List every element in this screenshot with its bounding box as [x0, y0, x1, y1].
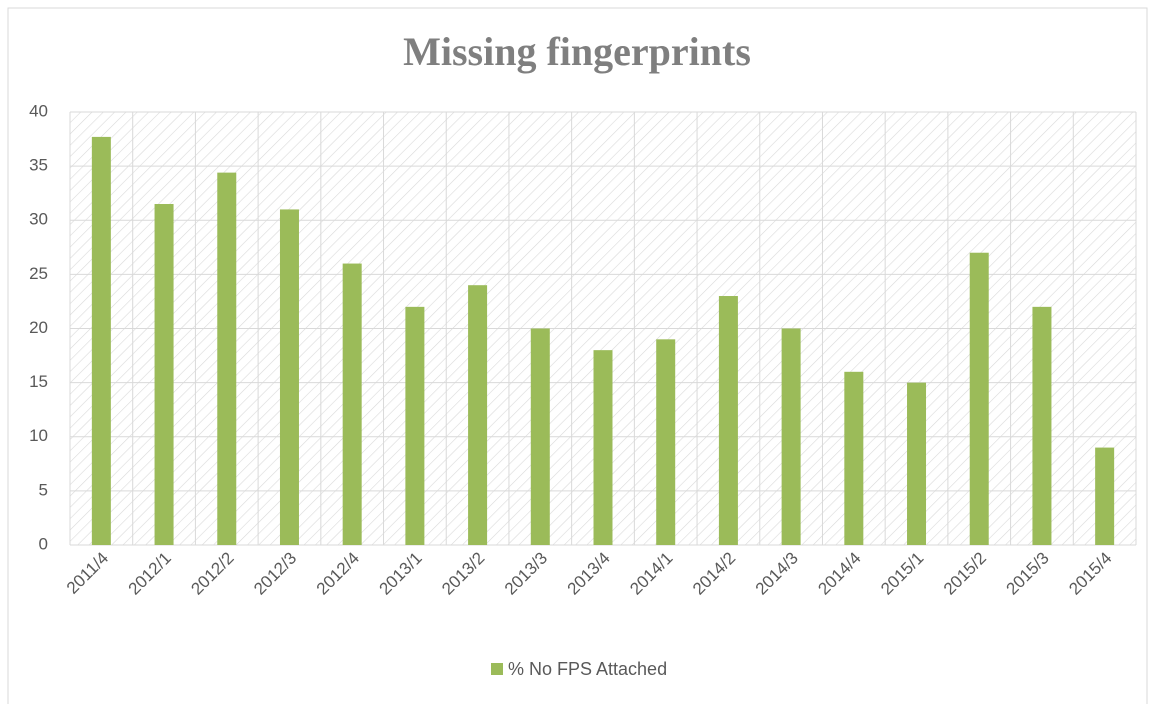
bar	[217, 172, 237, 545]
y-tick-label: 25	[29, 264, 48, 283]
bar	[781, 328, 801, 545]
y-tick-label: 40	[29, 101, 48, 120]
bar	[279, 209, 299, 546]
bar	[342, 263, 362, 545]
bar	[718, 296, 738, 545]
bar	[1095, 447, 1115, 545]
y-tick-label: 15	[29, 372, 48, 391]
bar	[969, 252, 989, 545]
bar	[405, 306, 425, 545]
bar	[530, 328, 550, 545]
y-tick-label: 35	[29, 156, 48, 175]
y-tick-label: 0	[39, 534, 48, 553]
y-tick-label: 10	[29, 426, 48, 445]
legend-label: % No FPS Attached	[508, 659, 667, 679]
bar	[844, 371, 864, 545]
bar	[91, 136, 111, 545]
legend: % No FPS Attached	[491, 659, 667, 679]
bar	[468, 285, 488, 545]
chart-title: Missing fingerprints	[403, 29, 751, 74]
bar	[656, 339, 676, 545]
y-tick-label: 5	[39, 480, 48, 499]
y-tick-label: 20	[29, 318, 48, 337]
bar	[154, 204, 174, 545]
bar	[1032, 306, 1052, 545]
bar	[907, 382, 927, 545]
y-tick-label: 30	[29, 210, 48, 229]
legend-swatch	[491, 663, 503, 675]
bar	[593, 350, 613, 545]
